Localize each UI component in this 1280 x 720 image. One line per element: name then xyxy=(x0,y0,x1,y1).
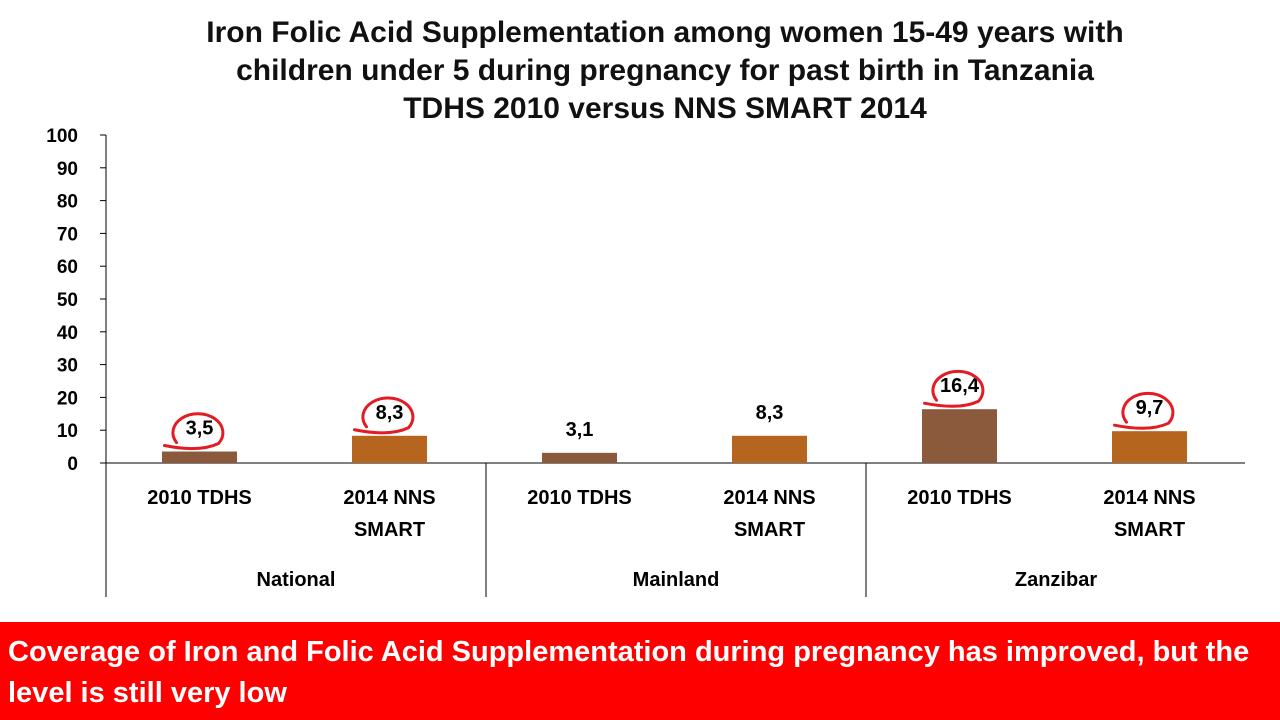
y-tick-label: 40 xyxy=(57,323,78,344)
x-category-label: 2014 NNS xyxy=(723,487,815,509)
y-tick-label: 20 xyxy=(57,388,78,409)
x-group-label: Zanzibar xyxy=(1015,569,1097,591)
x-category-label: 2010 TDHS xyxy=(907,487,1012,509)
y-tick-label: 100 xyxy=(46,126,78,147)
x-category-label: SMART xyxy=(354,519,425,541)
bar-value-label: 8,3 xyxy=(376,402,404,424)
y-tick-label: 90 xyxy=(57,159,78,180)
y-tick-label: 70 xyxy=(57,224,78,245)
chart-title-line: Iron Folic Acid Supplementation among wo… xyxy=(206,16,1124,49)
x-category-label: 2014 NNS xyxy=(343,487,435,509)
chart-title: Iron Folic Acid Supplementation among wo… xyxy=(120,14,1210,128)
value-highlight-circle xyxy=(923,369,985,408)
bar-value-label: 3,5 xyxy=(186,418,214,440)
value-highlight-circle xyxy=(163,412,225,451)
x-category-label: 2010 TDHS xyxy=(527,487,632,509)
chart-title-line: TDHS 2010 versus NNS SMART 2014 xyxy=(403,92,927,125)
bar xyxy=(542,452,617,463)
y-tick-label: 50 xyxy=(57,290,78,311)
y-tick-label: 0 xyxy=(67,454,78,475)
value-highlight-circle xyxy=(1113,391,1175,430)
x-group-label: Mainland xyxy=(633,569,720,591)
footer-text: Coverage of Iron and Folic Acid Suppleme… xyxy=(8,636,1250,709)
y-tick-label: 60 xyxy=(57,257,78,278)
bar-value-label: 3,1 xyxy=(566,419,594,441)
bar-chart: 0 10 20 30 40 50 60 70 80 90 100 3,5 2010 TDHS 8,3 201… xyxy=(46,126,1245,597)
bar-value-label: 8,3 xyxy=(756,402,784,424)
chart-title-line: children under 5 during pregnancy for pa… xyxy=(236,54,1094,87)
x-category-label: SMART xyxy=(734,519,805,541)
footer-banner: Coverage of Iron and Folic Acid Suppleme… xyxy=(0,622,1280,720)
y-tick-label: 10 xyxy=(57,421,78,442)
x-group-label: National xyxy=(257,569,336,591)
bar xyxy=(732,435,807,463)
bar xyxy=(922,409,997,463)
x-category-label: 2010 TDHS xyxy=(147,487,252,509)
bar xyxy=(1112,431,1187,463)
x-category-label: SMART xyxy=(1114,519,1185,541)
bar xyxy=(162,451,237,463)
y-tick-label: 30 xyxy=(57,356,78,377)
y-tick-label: 80 xyxy=(57,192,78,213)
x-category-label: 2014 NNS xyxy=(1103,487,1195,509)
bar-value-label: 9,7 xyxy=(1136,397,1164,419)
bar xyxy=(352,435,427,463)
value-highlight-circle xyxy=(353,396,415,435)
bar-value-label: 16,4 xyxy=(940,375,980,397)
